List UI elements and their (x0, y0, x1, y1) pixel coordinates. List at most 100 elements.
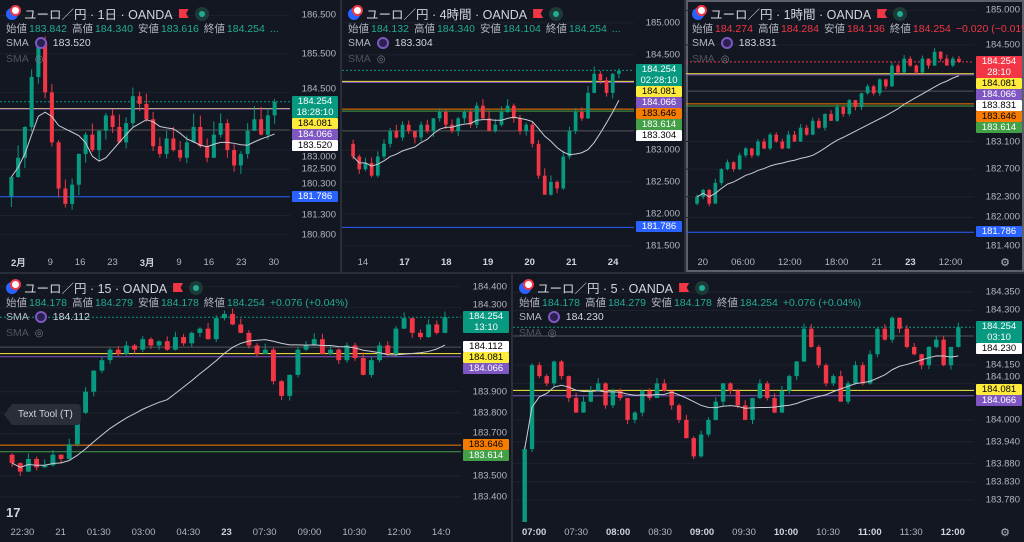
sma-hidden-legend[interactable]: SMA ◎ (6, 53, 44, 65)
price-label: 181.786 (292, 190, 338, 202)
sma-legend[interactable]: SMA 184.230 (519, 311, 604, 323)
candle-body (581, 401, 586, 413)
eye-hidden-icon[interactable]: ◎ (547, 327, 557, 339)
chart-pane[interactable]: ユーロ／円 · 1日 · OANDA 始値 183.842 高値 184.340 安値 18… (0, 0, 340, 272)
ohlc-value: 183.616 (160, 23, 199, 35)
candle (948, 346, 954, 370)
time-tick: 09:30 (732, 526, 756, 538)
symbol-title[interactable]: ユーロ／円 · 4時間 · OANDA (366, 8, 528, 22)
time-tick: 23 (221, 526, 232, 538)
sma-hidden-legend[interactable]: SMA ◎ (519, 327, 557, 339)
candle-body (132, 345, 138, 350)
sma-indicator-icon[interactable] (547, 311, 560, 323)
candle (144, 93, 149, 122)
symbol-title[interactable]: ユーロ／円 · 1時間 · OANDA (710, 8, 872, 22)
symbol-title[interactable]: ユーロ／円 · 1日 · OANDA (24, 8, 173, 22)
price-plot (0, 286, 461, 498)
candle-body (902, 58, 906, 73)
price-axis[interactable]: 184.254 13:10 184.112 184.081 184.066 183.646… (461, 274, 511, 522)
candle-body (279, 381, 285, 396)
price-label-value: 183.646 (981, 110, 1017, 122)
time-axis[interactable]: 22:30 21 01:30 03:00 04:30 23 07:30 09:00 10:30 1… (0, 522, 461, 542)
price-axis[interactable]: 184.254 02:28:10 184.081 184.066 183.646 183.… (634, 0, 684, 252)
sma-indicator-icon[interactable] (376, 37, 389, 49)
candle (720, 383, 726, 406)
candle-body (99, 360, 105, 371)
chart-pane[interactable]: ユーロ／円 · 1時間 · OANDA 始値 184.274 高値 184.284 安値 1… (686, 0, 1024, 272)
price-axis[interactable]: 184.254 28:10 184.081 184.066 183.831 183.646… (974, 0, 1024, 252)
candle (369, 157, 374, 178)
price-axis[interactable]: 184.254 03:10 184.230 184.081 184.066 184.350… (974, 274, 1024, 522)
ohlc-label: 安値 (137, 23, 159, 35)
price-label: 184.254 03:10 (976, 321, 1022, 344)
sma-hidden-legend[interactable]: SMA ◎ (6, 327, 44, 339)
candle (103, 112, 108, 140)
candle-body (780, 141, 785, 149)
chart-header[interactable]: ユーロ／円 · 1日 · OANDA (6, 4, 209, 23)
candle-body (230, 313, 236, 325)
candle-body (117, 126, 122, 143)
price-axis[interactable]: 184.254 18:28:10 184.081 184.066 183.520 181.… (290, 0, 340, 252)
settings-gear-icon[interactable]: ⚙ (1000, 527, 1010, 539)
sma-legend[interactable]: SMA 183.304 (348, 37, 433, 49)
chart-pane[interactable]: ユーロ／円 · 5 · OANDA 始値 184.178 高値 184.279 安値 184… (513, 274, 1024, 542)
candle-body (640, 390, 645, 413)
sma-legend[interactable]: SMA 183.520 (6, 37, 91, 49)
candle-body (419, 124, 423, 138)
price-tick: 184.350 (985, 286, 1020, 298)
flag-icon[interactable] (877, 9, 888, 18)
chart-header[interactable]: ユーロ／円 · 5 · OANDA (519, 278, 710, 297)
candle-body (213, 318, 219, 340)
time-axis[interactable]: 2月 9 16 23 3月 9 16 23 30 (0, 252, 290, 272)
sma-indicator-icon[interactable] (34, 37, 47, 49)
candle (555, 180, 559, 194)
sma-indicator-icon[interactable] (34, 311, 47, 323)
price-label-value: 184.254 (297, 95, 333, 107)
eye-hidden-icon[interactable]: ◎ (34, 327, 44, 339)
sma-legend[interactable]: SMA 183.831 (692, 37, 777, 49)
candle-body (831, 376, 836, 384)
candle-body (205, 146, 210, 158)
sma-hidden-legend[interactable]: SMA ◎ (348, 53, 386, 65)
flag-icon[interactable] (533, 9, 544, 18)
chart-header[interactable]: ユーロ／円 · 1時間 · OANDA (692, 4, 908, 23)
flag-icon[interactable] (679, 283, 690, 292)
chart-pane[interactable]: ユーロ／円 · 15 · OANDA 始値 184.178 高値 184.279 安値 18… (0, 274, 511, 542)
candle-body (254, 345, 260, 354)
price-tick: 183.100 (985, 136, 1020, 148)
price-tick: 184.500 (645, 49, 680, 61)
candle (669, 390, 674, 410)
candle (787, 374, 792, 394)
flag-icon[interactable] (178, 9, 189, 18)
time-tick: 01:30 (86, 526, 111, 538)
candle-body (853, 100, 858, 108)
candle (567, 126, 572, 160)
time-axis[interactable]: 20 06:00 12:00 18:00 21 23 12:00 (686, 252, 974, 272)
time-axis[interactable]: 14 17 18 19 20 21 24 (342, 252, 634, 272)
eye-hidden-icon[interactable]: ◎ (34, 53, 44, 65)
chart-header[interactable]: ユーロ／円 · 15 · OANDA (6, 278, 204, 297)
ohlc-label: 高値 (413, 23, 435, 35)
eye-hidden-icon[interactable]: ◎ (720, 53, 730, 65)
candle-body (786, 134, 791, 149)
symbol-title[interactable]: ユーロ／円 · 15 · OANDA (24, 282, 168, 296)
eye-hidden-icon[interactable]: ◎ (376, 53, 386, 65)
time-axis[interactable]: 07:00 07:30 08:00 08:30 09:00 09:30 10:00 10:30… (513, 522, 974, 542)
candle (63, 179, 68, 208)
sma-legend[interactable]: SMA 184.112 (6, 311, 90, 323)
candle (115, 346, 121, 357)
sma-hidden-legend[interactable]: SMA ◎ (692, 53, 730, 65)
sma-indicator-icon[interactable] (720, 37, 733, 49)
candle (865, 84, 870, 95)
time-tick: 24 (607, 256, 619, 268)
settings-gear-icon[interactable]: ⚙ (1000, 257, 1010, 269)
price-tick: 185.000 (985, 4, 1020, 16)
chart-header[interactable]: ユーロ／円 · 4時間 · OANDA (348, 4, 564, 23)
chart-pane[interactable]: ユーロ／円 · 4時間 · OANDA 始値 184.132 高値 184.340 安値 1… (342, 0, 684, 272)
price-label: 183.646 (463, 439, 509, 451)
candle-body (573, 398, 579, 413)
symbol-title[interactable]: ユーロ／円 · 5 · OANDA (537, 282, 674, 296)
candle (357, 154, 362, 174)
candle (691, 436, 696, 460)
flag-icon[interactable] (173, 283, 184, 292)
